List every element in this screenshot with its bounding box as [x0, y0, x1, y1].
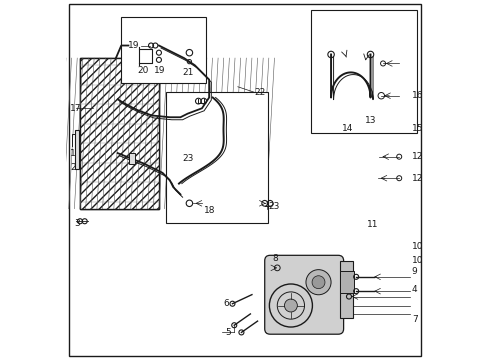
Text: 22: 22: [254, 87, 265, 96]
Text: 2: 2: [70, 163, 75, 172]
Text: 20: 20: [137, 66, 148, 75]
Text: 8: 8: [272, 255, 278, 264]
Bar: [340, 271, 354, 293]
Text: 4: 4: [412, 285, 417, 294]
Text: 18: 18: [204, 206, 215, 215]
Text: 23: 23: [269, 202, 280, 211]
Text: 23: 23: [182, 154, 194, 163]
Text: 16: 16: [412, 91, 423, 100]
Text: 1: 1: [70, 149, 76, 158]
Circle shape: [306, 270, 331, 295]
Text: 11: 11: [367, 220, 378, 229]
Circle shape: [285, 299, 297, 312]
Text: 3: 3: [74, 219, 80, 228]
Text: 12: 12: [412, 152, 423, 161]
Text: 13: 13: [365, 116, 377, 125]
Bar: [311, 10, 417, 134]
Bar: [74, 130, 79, 169]
Bar: [122, 17, 205, 83]
Text: 10: 10: [412, 256, 423, 265]
Text: 17: 17: [70, 104, 81, 113]
Text: 7: 7: [412, 315, 417, 324]
FancyBboxPatch shape: [265, 255, 343, 334]
Text: 14: 14: [342, 123, 353, 132]
Bar: [80, 58, 159, 209]
Text: 19: 19: [128, 41, 140, 50]
Text: 21: 21: [182, 68, 194, 77]
Circle shape: [312, 276, 325, 289]
Bar: [129, 153, 135, 164]
Text: 9: 9: [412, 267, 417, 276]
Text: 5: 5: [225, 328, 231, 337]
Bar: [80, 58, 159, 209]
Bar: [340, 261, 353, 318]
Text: 15: 15: [412, 123, 423, 132]
Text: 12: 12: [412, 174, 423, 183]
Text: 19: 19: [154, 66, 166, 75]
Text: 10: 10: [412, 242, 423, 251]
Bar: [166, 92, 269, 223]
Text: 6: 6: [223, 299, 229, 308]
Bar: [80, 58, 159, 209]
